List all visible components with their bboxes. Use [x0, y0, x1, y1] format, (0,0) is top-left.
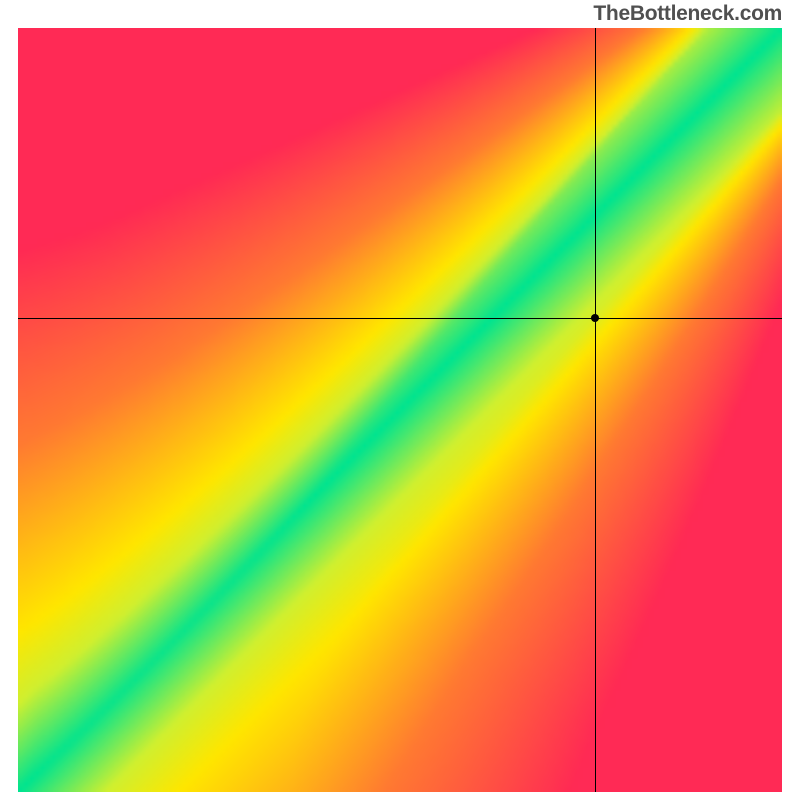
- crosshair-horizontal: [18, 318, 782, 319]
- crosshair-vertical: [595, 28, 596, 792]
- heatmap-canvas: [18, 28, 782, 792]
- watermark-text: TheBottleneck.com: [593, 2, 782, 26]
- heatmap-plot: [18, 28, 782, 792]
- crosshair-marker: [591, 314, 599, 322]
